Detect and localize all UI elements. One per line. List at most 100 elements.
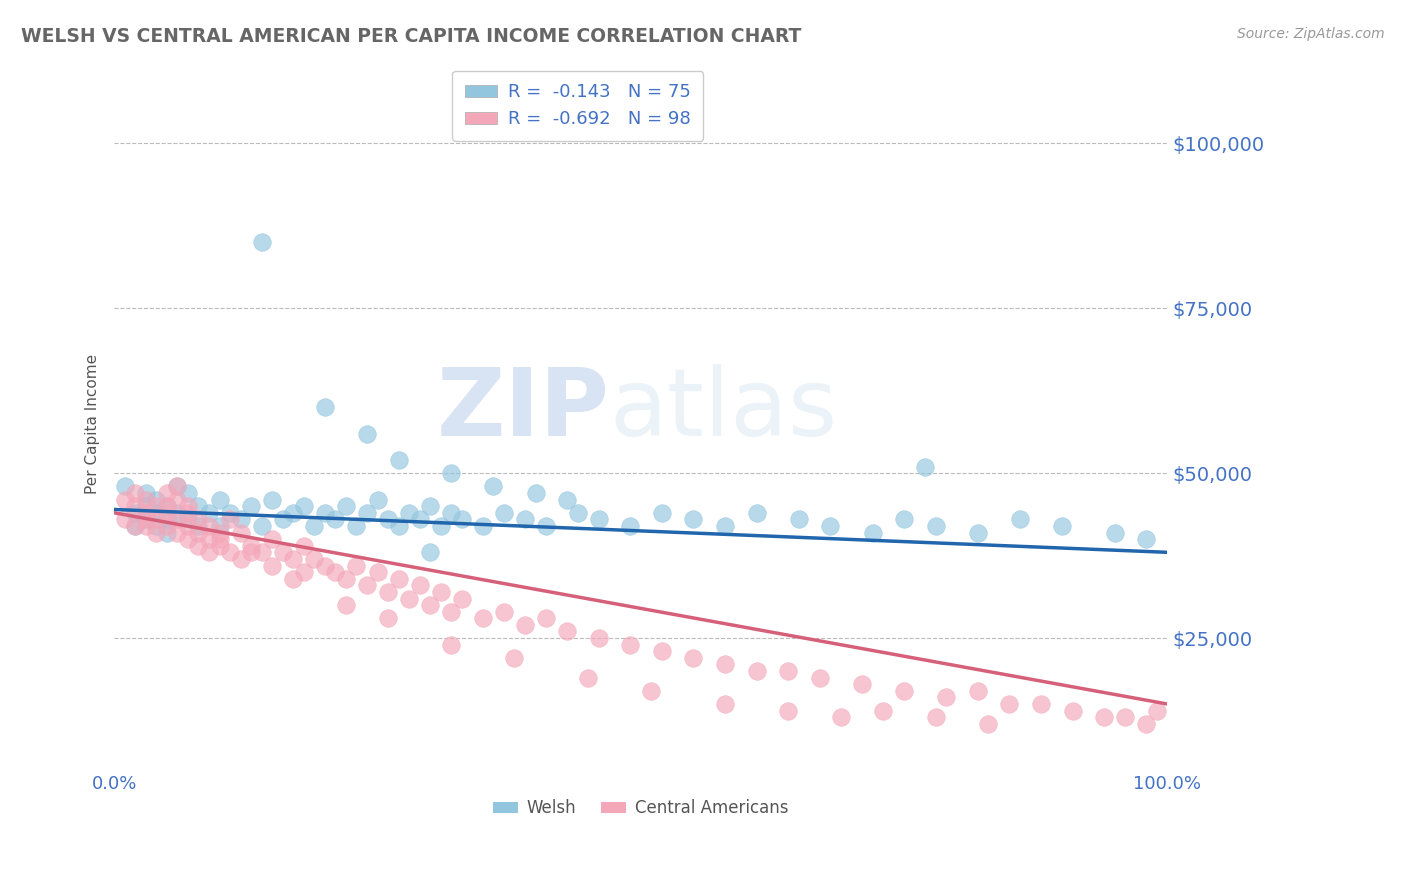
Point (555, 624, 578, 639)
Point (555, 492, 578, 507)
Point (135, 519, 157, 533)
Point (145, 506, 167, 520)
Point (366, 565, 388, 579)
Point (208, 532, 231, 546)
Point (513, 618, 536, 632)
Point (124, 519, 146, 533)
Point (429, 519, 451, 533)
Point (250, 235, 273, 250)
Point (135, 512, 157, 526)
Point (820, 519, 842, 533)
Point (492, 506, 515, 520)
Point (471, 611, 494, 625)
Point (1092, 710, 1115, 724)
Point (778, 704, 800, 718)
Point (124, 519, 146, 533)
Point (872, 704, 894, 718)
Point (714, 697, 737, 711)
Point (408, 578, 430, 592)
Point (187, 499, 209, 513)
Point (534, 519, 557, 533)
Point (356, 578, 378, 592)
Point (346, 558, 368, 573)
Point (124, 499, 146, 513)
Point (156, 519, 179, 533)
Point (567, 506, 589, 520)
Point (808, 671, 831, 685)
Point (114, 492, 136, 507)
Point (166, 479, 188, 493)
Point (651, 506, 673, 520)
Point (145, 499, 167, 513)
Point (145, 492, 167, 507)
Point (325, 565, 347, 579)
Point (1050, 519, 1073, 533)
Point (524, 486, 547, 500)
Point (419, 598, 441, 612)
Legend: Welsh, Central Americans: Welsh, Central Americans (486, 793, 794, 824)
Point (177, 519, 200, 533)
Point (187, 519, 209, 533)
Point (250, 519, 273, 533)
Point (156, 525, 179, 540)
Point (419, 499, 441, 513)
Point (271, 512, 294, 526)
Point (356, 506, 378, 520)
Point (156, 499, 179, 513)
Point (166, 492, 188, 507)
Point (135, 492, 157, 507)
Point (219, 512, 242, 526)
Point (1135, 716, 1157, 731)
Point (156, 506, 179, 520)
Point (440, 605, 463, 619)
Point (271, 545, 294, 559)
Point (177, 506, 200, 520)
Point (398, 506, 420, 520)
Point (177, 499, 200, 513)
Point (862, 525, 884, 540)
Point (177, 486, 200, 500)
Point (325, 512, 347, 526)
Point (187, 525, 209, 540)
Point (240, 545, 263, 559)
Point (640, 683, 662, 698)
Point (1029, 697, 1052, 711)
Point (440, 506, 463, 520)
Point (166, 479, 188, 493)
Point (482, 479, 505, 493)
Point (492, 605, 515, 619)
Point (651, 644, 673, 658)
Point (588, 512, 610, 526)
Point (208, 519, 231, 533)
Point (304, 552, 326, 566)
Point (135, 506, 157, 520)
Point (135, 486, 157, 500)
Point (440, 638, 463, 652)
Point (935, 690, 957, 705)
Point (1062, 704, 1084, 718)
Text: ZIP: ZIP (436, 364, 609, 456)
Point (156, 486, 179, 500)
Point (166, 506, 188, 520)
Point (314, 506, 336, 520)
Point (682, 651, 704, 665)
Point (714, 519, 737, 533)
Point (292, 499, 315, 513)
Point (156, 499, 179, 513)
Point (219, 545, 242, 559)
Point (314, 401, 336, 415)
Point (830, 710, 852, 724)
Point (262, 492, 284, 507)
Point (346, 519, 368, 533)
Point (851, 677, 873, 691)
Point (893, 683, 915, 698)
Point (292, 565, 315, 579)
Point (335, 572, 357, 586)
Point (619, 638, 641, 652)
Point (387, 519, 409, 533)
Point (229, 525, 252, 540)
Point (198, 506, 221, 520)
Point (576, 671, 599, 685)
Y-axis label: Per Capita Income: Per Capita Income (86, 353, 100, 494)
Point (1114, 710, 1136, 724)
